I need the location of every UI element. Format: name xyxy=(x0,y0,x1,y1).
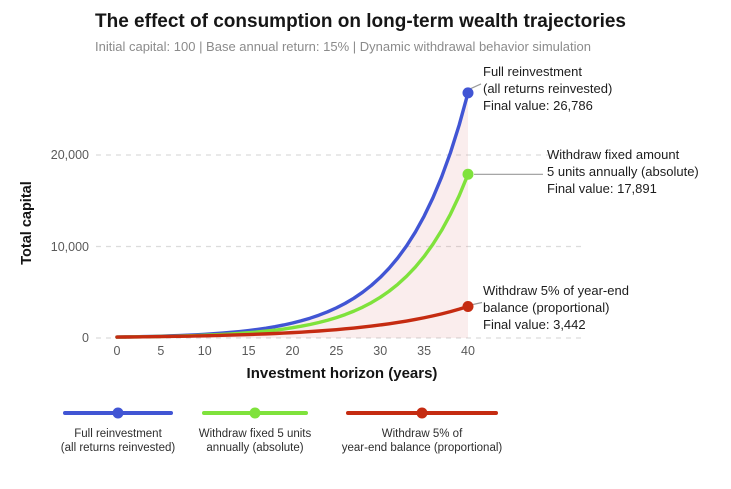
x-tick-label: 0 xyxy=(113,344,121,358)
annotation-full-reinvestment: Full reinvestment (all returns reinveste… xyxy=(483,63,612,114)
legend-dot-marker xyxy=(249,407,261,419)
annotation-line: (all returns reinvested) xyxy=(483,81,613,96)
x-tick-label: 30 xyxy=(373,344,388,358)
legend-label: year-end balance (proportional) xyxy=(341,442,503,454)
y-tick-label: 10,000 xyxy=(50,239,89,254)
legend-label: Withdraw 5% of xyxy=(381,428,463,440)
y-tick-label: 0 xyxy=(82,331,89,345)
annotation-line: 5 units annually (absolute) xyxy=(547,164,699,179)
legend-label: (all returns reinvested) xyxy=(60,442,176,454)
y-tick-label: 20,000 xyxy=(50,148,89,162)
annotation-line: Final value: 26,786 xyxy=(483,98,593,113)
x-tick-label: 15 xyxy=(241,344,256,358)
legend-line-marker xyxy=(63,407,173,419)
legend-dot-marker xyxy=(416,407,428,419)
annotation-line: Withdraw fixed amount xyxy=(547,147,680,162)
legend-label: annually (absolute) xyxy=(206,442,304,454)
legend-item-withdraw-fixed: Withdraw fixed 5 units annually (absolut… xyxy=(169,407,341,455)
x-tick-label: 40 xyxy=(461,344,475,358)
legend-label: Withdraw fixed 5 units xyxy=(198,428,312,440)
legend-line-marker xyxy=(202,407,308,419)
x-tick-label: 20 xyxy=(285,344,300,358)
legend-item-withdraw-proportional: Withdraw 5% of year-end balance (proport… xyxy=(332,407,512,455)
annotation-line: Final value: 17,891 xyxy=(547,181,657,196)
annotation-line: Full reinvestment xyxy=(483,64,582,79)
legend-line-marker xyxy=(346,407,498,419)
chart-subtitle: Initial capital: 100 | Base annual retur… xyxy=(95,39,591,54)
annotation-line: balance (proportional) xyxy=(483,300,610,315)
legend-dot-marker xyxy=(112,407,124,419)
legend-item-full-reinvestment: Full reinvestment (all returns reinveste… xyxy=(32,407,204,455)
legend-label: Full reinvestment xyxy=(74,428,162,440)
x-tick-label: 10 xyxy=(197,344,212,358)
x-tick-label: 35 xyxy=(417,344,432,358)
annotation-line: Withdraw 5% of year-end xyxy=(483,283,629,298)
annotation-line: Final value: 3,442 xyxy=(483,317,586,332)
x-axis-label: Investment horizon (years) xyxy=(246,365,438,382)
annotation-withdraw-fixed: Withdraw fixed amount 5 units annually (… xyxy=(547,146,699,197)
x-tick-label: 5 xyxy=(157,344,165,358)
x-tick-label: 25 xyxy=(329,344,344,358)
chart-title: The effect of consumption on long-term w… xyxy=(95,11,626,32)
annotation-withdraw-proportional: Withdraw 5% of year-end balance (proport… xyxy=(483,282,629,333)
